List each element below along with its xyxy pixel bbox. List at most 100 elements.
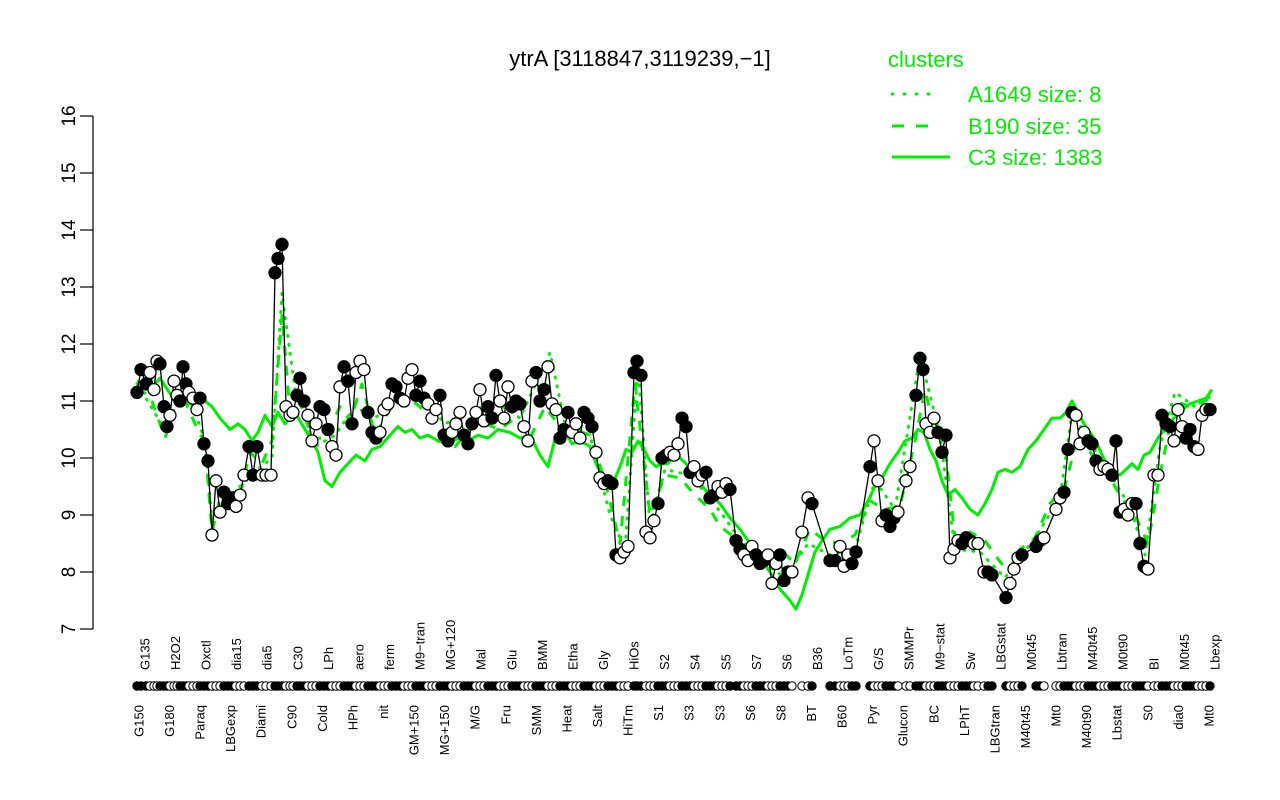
data-point (605, 476, 619, 491)
x-tick-label: M40t45 (1085, 627, 1100, 670)
data-point (493, 394, 507, 408)
data-point (903, 459, 917, 474)
x-tick-label: Oxctl (199, 640, 214, 670)
data-point (489, 368, 503, 383)
data-point (250, 439, 264, 454)
x-tick-label: S4 (688, 654, 703, 670)
y-tick-label: 7 (59, 624, 80, 635)
chart-title: ytrA [3118847,3119239,−1] (509, 46, 771, 71)
data-point (1151, 468, 1165, 482)
data-point (909, 388, 923, 402)
data-point (537, 382, 551, 397)
data-point (585, 419, 599, 434)
legend-entry-b190: B190 size: 35 (968, 114, 1101, 139)
data-point (643, 531, 657, 545)
y-tick-label: 15 (59, 162, 80, 183)
x-tick-label: M0t45 (1177, 634, 1192, 670)
data-point (433, 388, 447, 402)
x-tick-label: LBGexp (223, 705, 238, 752)
data-point (1203, 402, 1217, 417)
data-point (205, 528, 219, 542)
data-point (1133, 536, 1147, 551)
x-tick-label: dia5 (260, 645, 275, 670)
data-point (630, 354, 644, 368)
data-point (521, 434, 535, 448)
x-tick-label: Lbexp (1207, 635, 1222, 670)
y-tick-label: 9 (59, 510, 80, 521)
rug-point (893, 681, 903, 691)
data-point (405, 362, 419, 377)
legend-title: clusters (888, 47, 964, 72)
y-tick-label: 12 (59, 333, 80, 354)
data-point (549, 402, 563, 417)
y-axis: 7 8 9 10 11 12 13 14 15 16 (59, 105, 94, 635)
data-point (209, 474, 223, 488)
x-tick-label: G150 (131, 705, 146, 737)
data-point (361, 405, 375, 420)
data-point (651, 496, 665, 511)
x-axis-labels: G135 H2O2 Oxctl dia15 dia5 C30 LPh aero ferm M9−t… (131, 620, 1222, 755)
data-point (833, 539, 847, 554)
data-point (916, 362, 930, 377)
data-point (1007, 562, 1021, 576)
x-tick-label: S6 (779, 654, 794, 670)
legend-entry-a1649: A1649 size: 8 (968, 82, 1101, 107)
x-tick-label: G/S (871, 647, 886, 670)
x-tick-label: dia0 (1171, 705, 1186, 730)
data-point (1129, 496, 1143, 511)
data-point (130, 385, 144, 400)
x-tick-label: LoTm (841, 637, 856, 670)
rug-point (1017, 681, 1027, 691)
x-tick-label: Lbstat (1110, 705, 1125, 741)
x-tick-label: Mt0 (1201, 705, 1216, 727)
data-point (297, 394, 311, 408)
data-point (621, 539, 635, 554)
data-point (1109, 434, 1123, 448)
data-point (301, 408, 315, 422)
y-tick-label: 13 (59, 276, 80, 297)
data-point (913, 351, 927, 365)
data-point (264, 468, 278, 482)
x-tick-label: S2 (657, 654, 672, 670)
data-point (305, 434, 319, 448)
x-tick-label: HPh (345, 705, 360, 730)
data-point (147, 382, 161, 397)
x-rug-points (132, 681, 1215, 691)
x-tick-label: M9−tran (413, 622, 428, 670)
x-tick-label: S8 (773, 705, 788, 721)
data-point (381, 397, 395, 411)
data-point (1183, 422, 1197, 437)
x-tick-label: BI (1146, 658, 1161, 670)
data-point (397, 394, 411, 408)
data-point (233, 488, 247, 502)
x-tick-label: B36 (810, 647, 825, 670)
data-point (765, 576, 779, 591)
data-point (1191, 442, 1205, 457)
data-point (1167, 434, 1181, 448)
data-point (190, 402, 204, 417)
data-point (197, 437, 211, 451)
data-point (1105, 468, 1119, 482)
data-point (1049, 502, 1063, 516)
data-point (229, 499, 243, 514)
x-tick-label: M40t90 (1079, 705, 1094, 748)
x-tick-label: LPhT (957, 705, 972, 736)
cluster-line-dotted (135, 291, 1214, 580)
legend-entry-c3: C3 size: 1383 (968, 145, 1103, 170)
data-point (1085, 437, 1099, 451)
data-point (935, 445, 949, 459)
data-point (453, 405, 467, 420)
data-point (589, 445, 603, 459)
x-tick-label: Fru (498, 705, 513, 725)
x-tick-label: Gly (596, 650, 611, 670)
x-tick-label: SMM (529, 705, 544, 735)
data-point (1069, 408, 1083, 422)
x-tick-label: M40t45 (1018, 705, 1033, 748)
y-tick-label: 11 (59, 391, 80, 411)
rug-point (807, 681, 817, 691)
x-tick-label: H2O2 (168, 636, 183, 670)
data-point (413, 374, 427, 388)
x-tick-label: Heat (559, 705, 574, 733)
x-tick-label: HiOs (627, 641, 642, 670)
x-tick-label: BMM (535, 640, 550, 670)
